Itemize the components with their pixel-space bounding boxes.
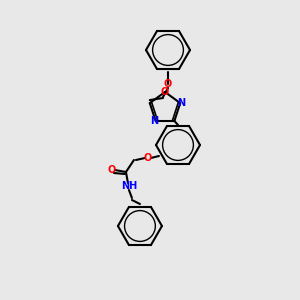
Text: N: N bbox=[151, 116, 159, 126]
Text: N: N bbox=[177, 98, 185, 108]
Text: NH: NH bbox=[121, 181, 137, 191]
Text: O: O bbox=[161, 87, 169, 97]
Text: O: O bbox=[164, 79, 172, 89]
Text: O: O bbox=[144, 153, 152, 163]
Text: O: O bbox=[108, 165, 116, 175]
